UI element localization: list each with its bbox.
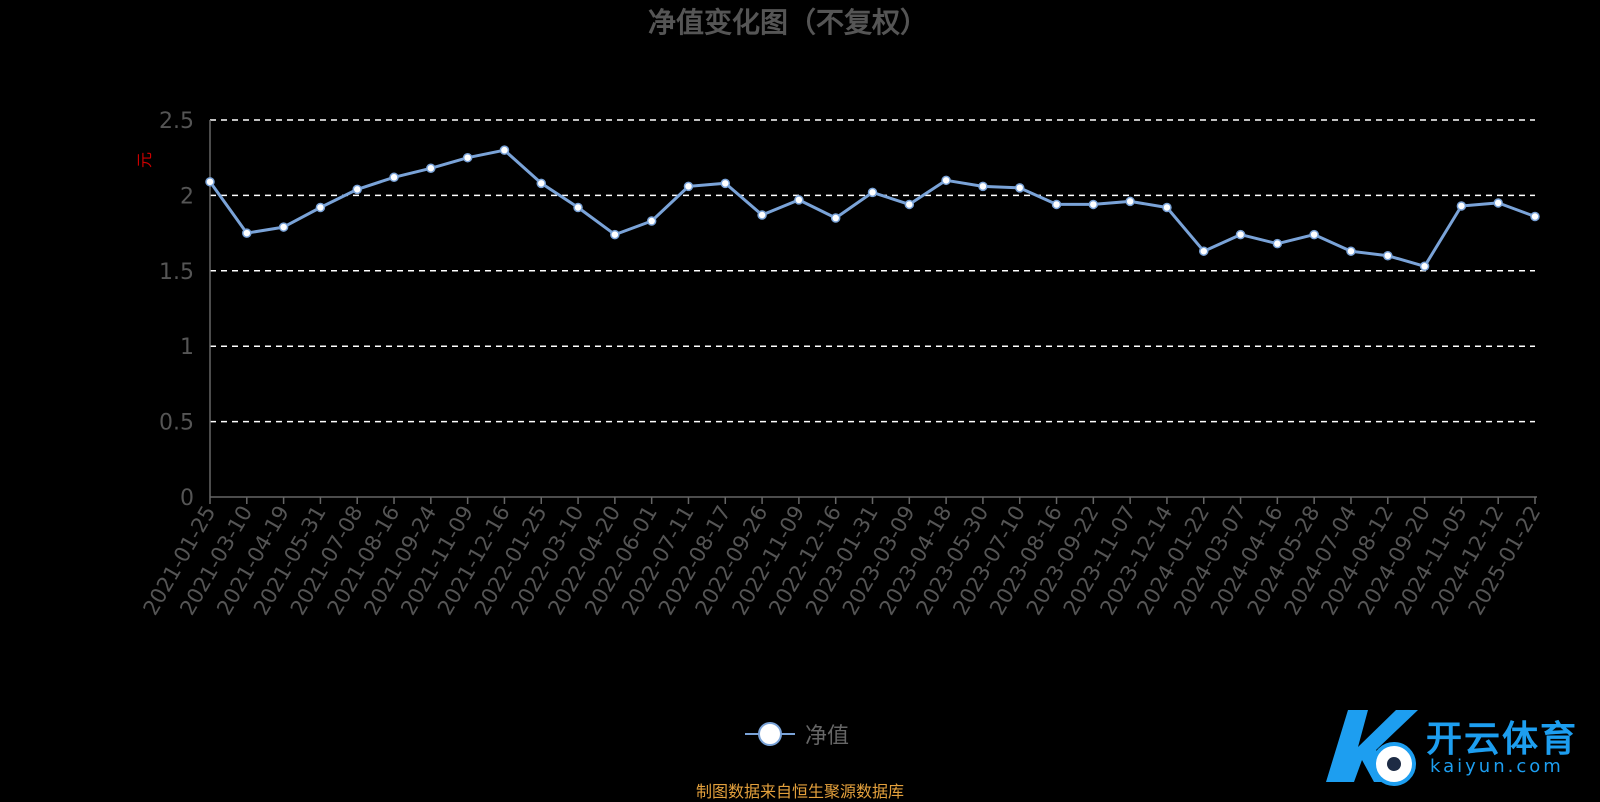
- data-point[interactable]: [1346, 246, 1356, 256]
- data-point[interactable]: [205, 177, 215, 187]
- data-point[interactable]: [352, 184, 362, 195]
- data-point[interactable]: [1309, 229, 1319, 240]
- y-tick-label: 0.5: [159, 411, 194, 436]
- data-point[interactable]: [1088, 199, 1099, 210]
- data-point[interactable]: [794, 195, 804, 205]
- y-tick-label: 1: [180, 335, 194, 360]
- data-point[interactable]: [536, 178, 546, 189]
- data-point[interactable]: [1419, 261, 1430, 272]
- logo-text-cn: 开云体育: [1426, 719, 1579, 760]
- data-point[interactable]: [757, 210, 767, 220]
- data-source-note: 制图数据来自恒生聚源数据库: [695, 782, 904, 801]
- legend-label: 净值: [805, 724, 850, 749]
- data-point[interactable]: [978, 181, 988, 192]
- y-tick-label: 1.5: [159, 260, 194, 285]
- data-point[interactable]: [1530, 211, 1540, 222]
- data-point[interactable]: [941, 175, 951, 186]
- data-point[interactable]: [278, 222, 289, 232]
- grid-lines: [210, 119, 1535, 423]
- data-point[interactable]: [1125, 196, 1135, 207]
- series-line-nav: [208, 148, 1536, 268]
- data-point[interactable]: [867, 187, 878, 198]
- data-point[interactable]: [683, 181, 694, 192]
- axes: [209, 120, 1537, 498]
- data-point[interactable]: [389, 172, 399, 183]
- data-point[interactable]: [426, 163, 436, 174]
- data-point[interactable]: [1383, 250, 1393, 261]
- y-tick-label: 2: [180, 184, 194, 209]
- data-point[interactable]: [242, 228, 252, 238]
- data-point[interactable]: [1014, 183, 1025, 193]
- data-point[interactable]: [904, 199, 915, 210]
- data-point[interactable]: [646, 216, 657, 226]
- data-point[interactable]: [499, 145, 510, 155]
- data-point[interactable]: [1051, 199, 1062, 210]
- series-points: [205, 145, 1540, 272]
- data-point[interactable]: [573, 202, 583, 213]
- data-point[interactable]: [1272, 238, 1283, 249]
- data-point[interactable]: [315, 202, 326, 213]
- logo-text-en: kaiyun.com: [1430, 756, 1564, 777]
- y-axis-label: 元: [135, 152, 154, 168]
- data-point[interactable]: [1456, 201, 1467, 211]
- data-point[interactable]: [462, 152, 473, 163]
- x-axis-ticks: 2021-01-252021-03-102021-04-192021-05-31…: [139, 497, 1545, 619]
- legend[interactable]: 净值: [745, 718, 849, 750]
- brand-logo: 开云体育 kaiyun.com: [1318, 702, 1600, 800]
- data-point[interactable]: [1199, 246, 1209, 256]
- data-point[interactable]: [610, 229, 620, 240]
- chart-title: 净值变化图（不复权）: [648, 6, 928, 39]
- data-point[interactable]: [720, 178, 731, 189]
- legend-line-circle-icon: [745, 722, 795, 746]
- data-point[interactable]: [1235, 229, 1246, 240]
- data-point[interactable]: [1493, 198, 1503, 208]
- y-axis-ticks: 0 0.5 1 1.5 2 2.5: [159, 109, 194, 511]
- y-tick-label: 0: [180, 486, 194, 511]
- data-point[interactable]: [1162, 202, 1172, 213]
- data-point[interactable]: [830, 213, 841, 223]
- y-tick-label: 2.5: [159, 109, 194, 134]
- k-ball-icon: [1326, 710, 1418, 786]
